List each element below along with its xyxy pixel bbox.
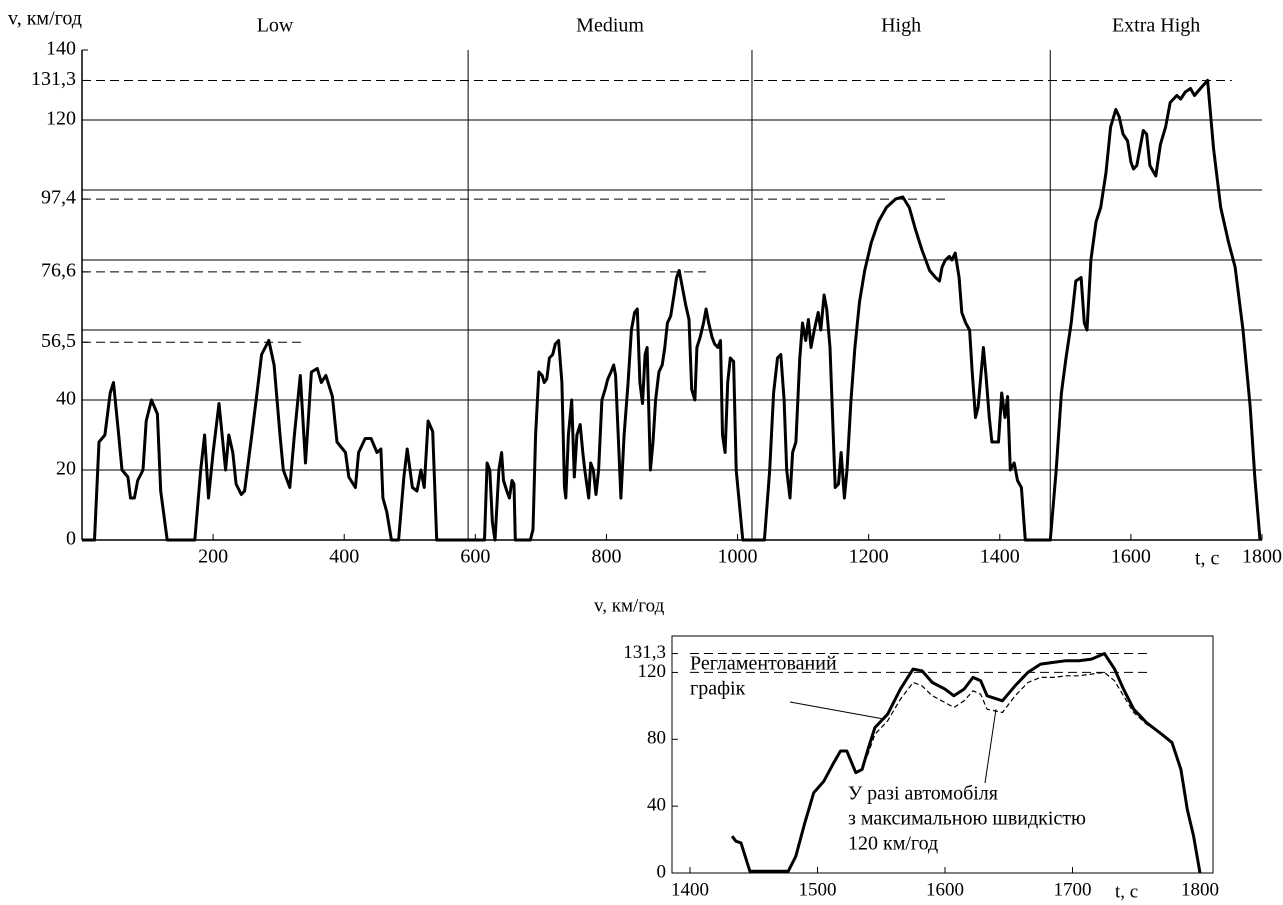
- x-axis-label: t, c: [1195, 548, 1220, 570]
- y-tick-label: 97,4: [41, 187, 76, 209]
- annotation: графік: [690, 678, 746, 700]
- annotation: 120 км/год: [848, 833, 938, 855]
- y-tick-label: 56,5: [41, 330, 76, 352]
- y-tick-label: 120: [638, 661, 667, 682]
- x-tick-label: 1700: [1054, 879, 1092, 900]
- y-tick-label: 76,6: [41, 259, 76, 281]
- x-tick-label: 200: [198, 546, 228, 568]
- x-tick-label: 1400: [980, 546, 1020, 568]
- x-tick-label: 800: [591, 546, 621, 568]
- x-tick-label: 1200: [849, 546, 889, 568]
- y-axis-label: v, км/год: [594, 595, 665, 616]
- x-tick-label: 1600: [1111, 546, 1151, 568]
- y-tick-label: 40: [56, 388, 76, 410]
- x-tick-label: 600: [460, 546, 490, 568]
- annotation-pointer: [984, 709, 997, 784]
- annotation: з максимальною швидкістю: [848, 808, 1086, 830]
- y-tick-label: 120: [46, 108, 76, 130]
- x-tick-label: 1600: [926, 879, 964, 900]
- data-line: [731, 671, 1201, 874]
- phase-label: Medium: [576, 15, 644, 37]
- y-tick-label: 20: [56, 458, 76, 480]
- y-tick-label: 0: [657, 861, 667, 882]
- phase-label: Extra High: [1112, 15, 1200, 37]
- phase-label: High: [881, 15, 921, 37]
- y-tick-label: 131,3: [31, 68, 76, 90]
- y-tick-label: 131,3: [623, 642, 666, 663]
- data-line: [730, 652, 1202, 874]
- x-tick-label: 1800: [1181, 879, 1219, 900]
- x-tick-label: 1400: [671, 879, 709, 900]
- y-tick-label: 0: [66, 528, 76, 550]
- annotation-pointer: [789, 701, 886, 720]
- x-tick-label: 1800: [1242, 546, 1282, 568]
- data-line: [82, 78, 1262, 542]
- y-tick-label: 140: [46, 38, 76, 60]
- annotation: У разі автомобіля: [848, 783, 998, 805]
- x-tick-label: 400: [329, 546, 359, 568]
- x-axis-label: t, c: [1115, 881, 1138, 902]
- annotation: Регламентований: [690, 653, 837, 675]
- y-tick-label: 80: [647, 728, 666, 749]
- x-tick-label: 1000: [718, 546, 758, 568]
- x-tick-label: 1500: [799, 879, 837, 900]
- phase-label: Low: [257, 15, 294, 37]
- plot-frame: [671, 635, 1214, 874]
- y-tick-label: 40: [647, 795, 666, 816]
- y-axis-label: v, км/год: [8, 8, 82, 30]
